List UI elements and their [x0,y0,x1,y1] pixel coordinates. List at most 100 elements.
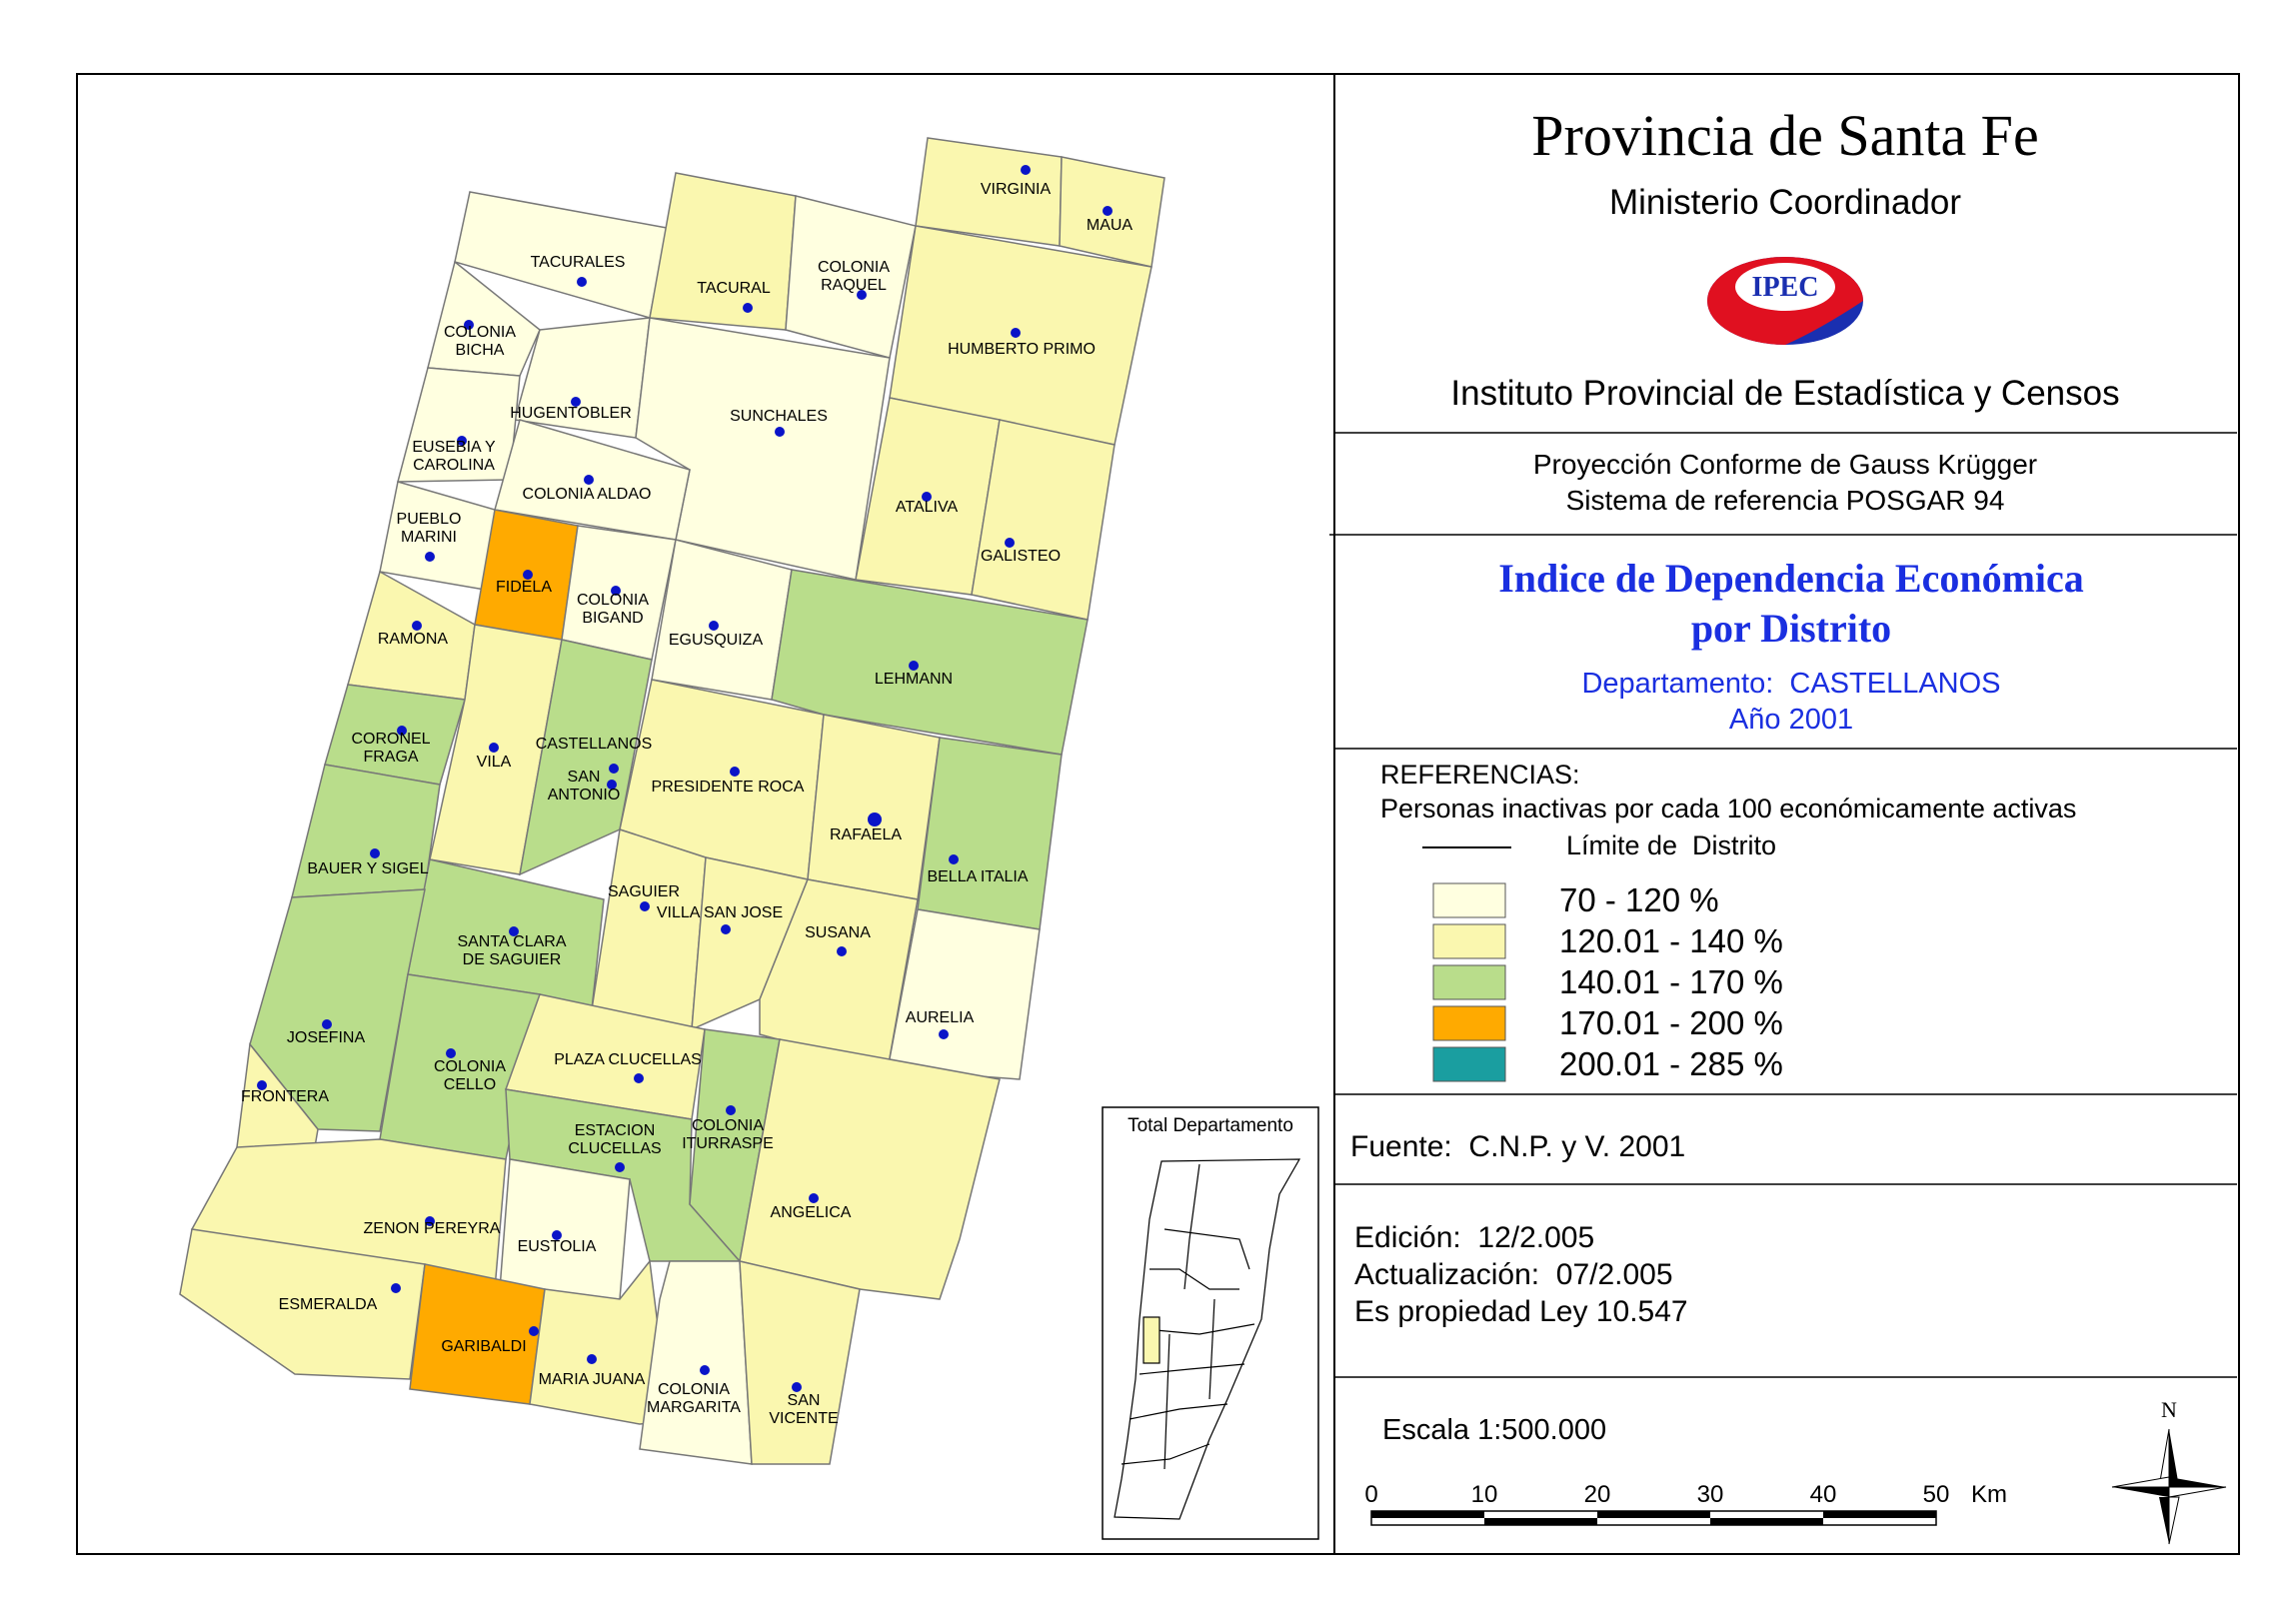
legend-heading: REFERENCIAS: [1380,760,1580,790]
district-label: GARIBALDI [441,1338,526,1355]
district-label: PLAZA CLUCELLAS [554,1051,702,1068]
locality-dot [709,621,719,631]
inset-map: Total Departamento [1102,1106,1319,1540]
locality-dot [857,290,867,300]
district-label: SAGUIER [608,883,680,900]
scale-ticks: 0 10 20 30 40 50 [1364,1481,1949,1508]
district-san-vicente[interactable] [739,1260,861,1465]
locality-dot [509,926,519,936]
locality-dot [837,946,847,956]
locality-dot [809,1193,819,1203]
district-label: TACURALES [531,254,626,271]
locality-dot [1103,206,1113,216]
scale-tick-label: 30 [1697,1481,1724,1508]
locality-dot [909,661,919,671]
locality-dot [425,1216,435,1226]
district-label: TACURAL [697,280,771,297]
north-arrow: N [2111,1397,2227,1545]
district-bella-italia[interactable] [917,737,1063,930]
district-label: COLONIA BIGAND [577,592,649,627]
district-esmeralda[interactable] [179,1228,426,1380]
locality-dot [571,397,581,407]
district-label: FIDELA [496,579,552,596]
district-label: COLONIA ITURRASPE [682,1117,774,1152]
locality-dot [792,1382,802,1392]
locality-dot [868,812,882,826]
district-label: EGUSQUIZA [669,632,764,649]
inset-highlight-castellanos [1143,1316,1160,1364]
scale-label: Escala 1:500.000 [1382,1414,1606,1446]
legend-swatch [1432,923,1506,959]
map-title-department: Departamento: CASTELLANOS [1581,668,2000,700]
district-eustolia[interactable] [499,1158,631,1300]
district-labels: VIRGINIA MAUA TACURALES TACURAL COLONIA RAQUE… [241,165,1133,1427]
district-label: GALISTEO [981,548,1061,565]
locality-dot [457,436,467,446]
district-label: SANTA CLARA DE SAGUIER [457,933,566,968]
district-label: SUSANA [805,924,871,941]
district-tacural[interactable] [649,172,797,331]
district-label: BELLA ITALIA [927,868,1028,885]
district-label: VILA [477,754,512,771]
source-text: Fuente: C.N.P. y V. 2001 [1350,1130,1685,1163]
info-panel: Provincia de Santa Fe Ministerio Coordin… [1329,103,2237,1545]
locality-dot [523,570,533,580]
district-label: ANGELICA [771,1204,852,1221]
district-label: PUEBLO MARINI [397,511,462,546]
district-label: PRESIDENTE ROCA [652,779,805,796]
scale-tick-label: 10 [1471,1481,1498,1508]
locality-dot [412,621,422,631]
district-label: HUGENTOBLER [510,405,632,422]
district-colonia-margarita[interactable] [639,1260,753,1465]
legend-subtitle: Personas inactivas por cada 100 económic… [1380,794,2076,823]
district-label: SAN VICENTE [769,1392,838,1427]
locality-dot [922,492,932,502]
logo-text: IPEC [1752,272,1819,303]
legend-swatch [1432,882,1506,918]
district-label: RAMONA [378,631,449,648]
scale-bar [1370,1510,1937,1526]
legend-swatch [1432,1046,1506,1082]
district-label: VIRGINIA [981,181,1052,198]
district-label: COLONIA RAQUEL [818,259,890,294]
district-label: COLONIA ALDAO [523,486,652,503]
district-aurelia[interactable] [887,908,1041,1080]
scale-unit: Km [1971,1481,2007,1508]
locality-dot [257,1080,267,1090]
edition-line1: Edición: 12/2.005 [1354,1221,1594,1254]
locality-dot [700,1365,710,1375]
locality-dot [425,552,435,562]
district-label: ZENON PEREYRA [364,1220,501,1237]
district-rafaela[interactable] [807,714,941,900]
district-label: FRONTERA [241,1088,329,1105]
district-egusquiza[interactable] [651,539,793,701]
district-zenon-pereyra[interactable] [190,1138,507,1290]
inset-title: Total Departamento [1128,1115,1293,1136]
district-label: COLONIA BICHA [444,324,516,359]
scale-tick-label: 50 [1923,1481,1950,1508]
locality-dot [577,277,587,287]
locality-dot [446,1048,456,1058]
header-institute: Instituto Provincial de Estadística y Ce… [1450,374,2119,413]
locality-dot [726,1105,736,1115]
district-label: ATALIVA [896,499,959,516]
district-map [179,137,1165,1465]
locality-dot [609,764,619,774]
legend-class-label: 140.01 - 170 % [1559,963,1783,1000]
district-label: COLONIA CELLO [434,1058,506,1093]
district-label: ESTACION CLUCELLAS [568,1122,661,1157]
legend-class-label: 200.01 - 285 % [1559,1045,1783,1082]
district-garibaldi[interactable] [409,1263,546,1405]
locality-dot [634,1073,644,1083]
district-label: LEHMANN [875,671,953,688]
map-title-year: Año 2001 [1729,704,1853,736]
district-label: EUSTOLIA [518,1238,597,1255]
district-label: AURELIA [906,1009,975,1026]
district-label: COLONIA MARGARITA [647,1381,741,1416]
locality-dot [529,1326,539,1336]
locality-dot [1005,538,1015,548]
header-title: Provincia de Santa Fe [1531,103,2038,168]
district-lehmann[interactable] [771,569,1089,756]
ipec-logo: IPEC [1707,257,1863,345]
